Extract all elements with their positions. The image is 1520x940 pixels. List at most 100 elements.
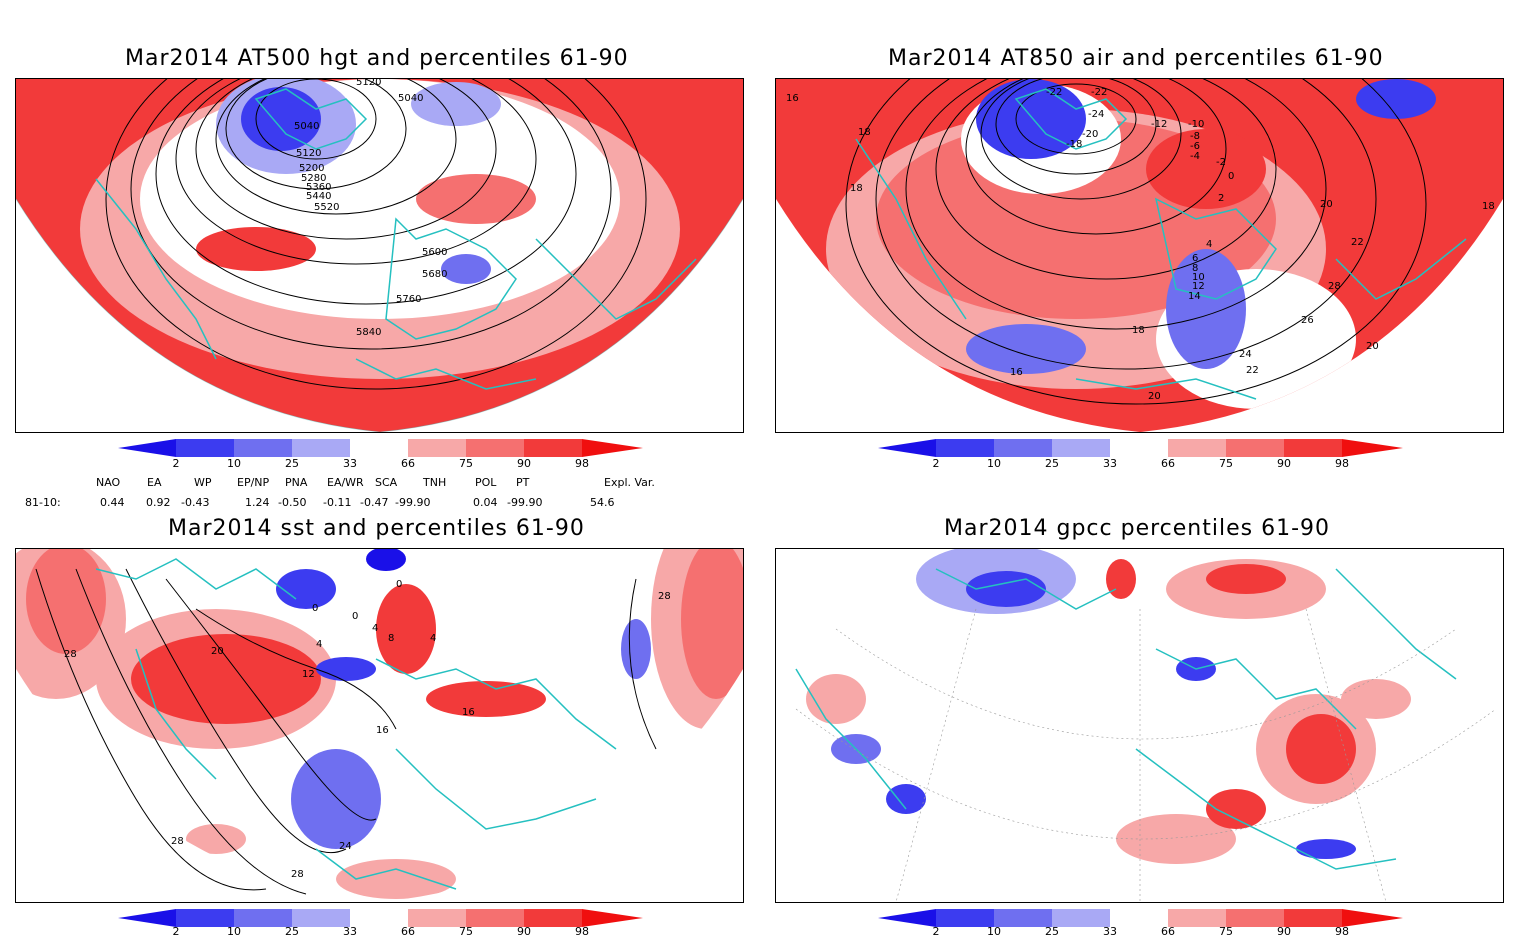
colorbar-label: 98	[1335, 925, 1349, 938]
map-panel-top-right: 16 18 18 -22 -22 -24 -20 -18 -12 -10 -8 -6 -4 -2 0…	[775, 78, 1504, 433]
svg-text:0: 0	[1228, 171, 1234, 182]
colorbar-label: 90	[1277, 457, 1291, 470]
svg-text:18: 18	[1132, 325, 1145, 336]
shading-below-25	[291, 749, 381, 849]
svg-text:6: 6	[1192, 253, 1198, 264]
shading-75-90-b	[681, 549, 743, 699]
svg-text:10: 10	[1192, 272, 1205, 283]
colorbar-top-left	[118, 439, 643, 457]
colorbar-labels-top-left: 2 10 25 33 66 75 90 98	[118, 457, 643, 471]
svg-text:16: 16	[786, 93, 799, 104]
colorbar-labels-bottom-right: 2 10 25 33 66 75 90 98	[878, 925, 1403, 939]
svg-text:28: 28	[1328, 281, 1341, 292]
colorbar-label: 98	[1335, 457, 1349, 470]
colorbar-label: 25	[285, 457, 299, 470]
svg-text:22: 22	[1246, 365, 1259, 376]
colorbar-label: 10	[987, 457, 1001, 470]
shading-below-10	[976, 79, 1086, 159]
svg-text:24: 24	[339, 841, 352, 852]
svg-text:5200: 5200	[299, 163, 324, 174]
shading-below-25-b	[621, 619, 651, 679]
svg-text:5040: 5040	[398, 93, 423, 104]
index-header: SCA	[375, 476, 398, 489]
svg-text:-22: -22	[1046, 87, 1062, 98]
colorbar-swatches	[118, 909, 643, 927]
index-header: TNH	[423, 476, 447, 489]
colorbar-label: 2	[932, 457, 940, 470]
svg-text:4: 4	[430, 633, 436, 644]
svg-text:0: 0	[312, 603, 318, 614]
svg-text:-20: -20	[1082, 129, 1098, 140]
svg-text:2: 2	[1218, 193, 1224, 204]
index-value: 0.92	[146, 496, 171, 509]
svg-text:22: 22	[1351, 237, 1364, 248]
teleconnection-table: NAO EA WP EP/NP PNA EA/WR SCA TNH POL PT…	[0, 476, 700, 512]
graticule	[795, 608, 1497, 902]
colorbar-label: 33	[1103, 925, 1117, 938]
shading-below-25	[441, 254, 491, 284]
map-panel-bottom-right	[775, 548, 1504, 903]
coastlines	[795, 568, 1457, 870]
colorbar-labels-bottom-left: 2 10 25 33 66 75 90 98	[118, 925, 643, 939]
colorbar-label: 33	[343, 457, 357, 470]
svg-text:28: 28	[658, 591, 671, 602]
coastlines	[95, 558, 617, 890]
index-value: 0.44	[100, 496, 125, 509]
svg-text:4: 4	[1206, 239, 1212, 250]
index-value: -0.43	[181, 496, 210, 509]
temperature-contours	[845, 79, 1427, 405]
svg-text:28: 28	[171, 836, 184, 847]
svg-text:4: 4	[316, 639, 322, 650]
svg-text:5120: 5120	[356, 79, 381, 88]
shading-66-75-e	[186, 824, 246, 854]
shading-neutral	[140, 79, 620, 319]
index-value: -0.11	[323, 496, 352, 509]
panel-title-top-left: Mar2014 AT500 hgt and percentiles 61-90	[125, 46, 629, 71]
colorbar-label: 75	[1219, 925, 1233, 938]
index-value: -99.90	[395, 496, 431, 509]
shading-below-2	[366, 549, 406, 571]
colorbar-label: 98	[575, 925, 589, 938]
row-label: 81-10:	[25, 496, 61, 509]
panel-title-bottom-left: Mar2014 sst and percentiles 61-90	[168, 516, 585, 541]
svg-text:5520: 5520	[314, 202, 339, 213]
svg-text:8: 8	[1192, 263, 1198, 274]
svg-text:5120: 5120	[296, 148, 321, 159]
svg-text:5680: 5680	[422, 269, 447, 280]
shading-above-90-c	[426, 681, 546, 717]
colorbar-swatches	[878, 909, 1403, 927]
colorbar-bottom-right	[878, 909, 1403, 927]
svg-text:5600: 5600	[422, 247, 447, 258]
svg-text:-12: -12	[1151, 119, 1167, 130]
shading-below-10	[316, 657, 376, 681]
svg-text:12: 12	[302, 669, 315, 680]
svg-text:16: 16	[462, 707, 475, 718]
colorbar-label: 10	[227, 925, 241, 938]
colorbar-label: 33	[343, 925, 357, 938]
svg-text:18: 18	[858, 127, 871, 138]
svg-text:26: 26	[1301, 315, 1314, 326]
svg-text:-10: -10	[1188, 119, 1204, 130]
svg-text:-18: -18	[1066, 139, 1082, 150]
svg-text:5760: 5760	[396, 294, 421, 305]
svg-text:14: 14	[1188, 291, 1201, 302]
index-value: 0.04	[473, 496, 498, 509]
map-panel-top-left: 5120 5040 5040 5120 5200 5280 5360 5440 5520 5…	[15, 78, 744, 433]
colorbar-label: 75	[459, 457, 473, 470]
height-contours	[105, 79, 647, 390]
svg-text:-4: -4	[1190, 151, 1200, 162]
shading-66-75-d	[336, 859, 456, 899]
colorbar-label: 98	[575, 457, 589, 470]
index-header: EA	[147, 476, 162, 489]
index-header: EA/WR	[327, 476, 364, 489]
shading-below-10-b	[276, 569, 336, 609]
panel-title-bottom-right: Mar2014 gpcc percentiles 61-90	[944, 516, 1331, 541]
svg-text:-22: -22	[1091, 87, 1107, 98]
svg-text:-24: -24	[1088, 109, 1104, 120]
svg-text:20: 20	[1366, 341, 1379, 352]
shading-below-33-b	[411, 82, 501, 126]
